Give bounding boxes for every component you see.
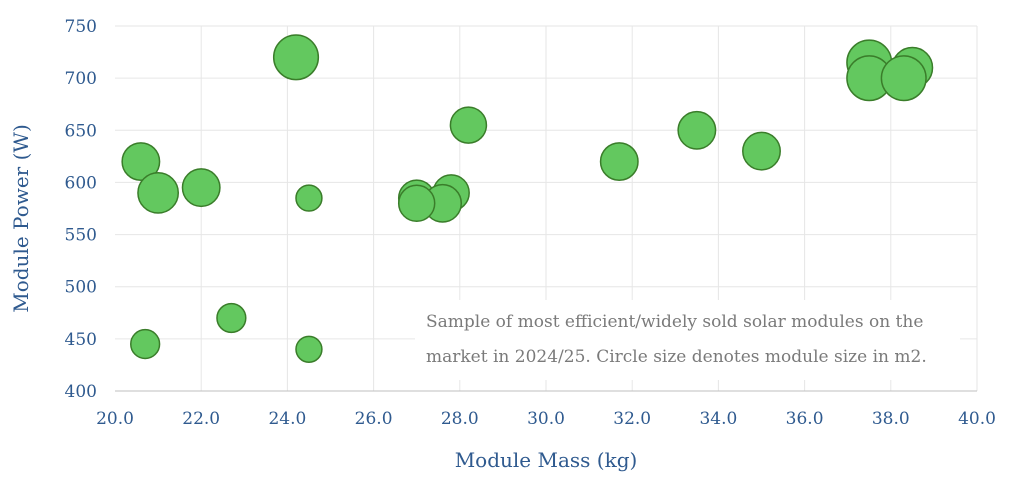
bubble-point xyxy=(295,184,323,212)
x-axis-ticks: 20.0 22.0 24.0 26.0 28.0 30.0 32.0 34.0 36.0 38.0… xyxy=(96,409,996,429)
bubble-point xyxy=(272,34,320,81)
x-tick-label: 32.0 xyxy=(613,409,651,429)
bubble-point xyxy=(397,184,436,223)
annotation-box: Sample of most efficient/widely sold sol… xyxy=(415,300,960,380)
bubble-point xyxy=(121,142,161,182)
bubble-point xyxy=(742,131,781,171)
y-tick-label: 600 xyxy=(65,173,97,193)
x-tick-label: 28.0 xyxy=(441,409,479,429)
bubble-point xyxy=(216,302,247,334)
x-tick-label: 34.0 xyxy=(699,409,737,429)
x-tick-label: 30.0 xyxy=(527,409,565,429)
bubble-point xyxy=(181,168,221,208)
y-tick-label: 550 xyxy=(65,226,97,246)
x-tick-label: 36.0 xyxy=(786,409,824,429)
annotation-background xyxy=(415,300,960,380)
bubble-point xyxy=(295,335,323,363)
bubble-point xyxy=(449,106,488,144)
x-tick-label: 22.0 xyxy=(182,409,220,429)
y-tick-label: 650 xyxy=(65,121,97,141)
annotation-line-1: Sample of most efficient/widely sold sol… xyxy=(426,312,923,332)
bubble-point xyxy=(677,110,717,150)
bubble-point xyxy=(130,328,161,360)
x-tick-label: 24.0 xyxy=(268,409,306,429)
x-tick-label: 38.0 xyxy=(872,409,910,429)
y-tick-label: 400 xyxy=(65,382,97,402)
y-axis-ticks: 400 450 500 550 600 650 700 750 xyxy=(65,17,97,402)
x-tick-label: 26.0 xyxy=(355,409,393,429)
y-axis-title: Module Power (W) xyxy=(9,124,33,313)
x-axis-title: Module Mass (kg) xyxy=(455,448,638,472)
x-tick-label: 20.0 xyxy=(96,409,134,429)
bubble-point xyxy=(880,55,927,102)
x-tick-label: 40.0 xyxy=(958,409,996,429)
y-tick-label: 750 xyxy=(65,17,97,37)
y-tick-label: 450 xyxy=(65,330,97,350)
grid xyxy=(115,25,978,391)
bubble-point xyxy=(137,171,180,214)
annotation-line-2: market in 2024/25. Circle size denotes m… xyxy=(426,347,927,367)
bubble-series xyxy=(121,34,934,363)
y-tick-label: 500 xyxy=(65,278,97,298)
y-tick-label: 700 xyxy=(65,69,97,89)
bubble-point xyxy=(599,142,639,182)
